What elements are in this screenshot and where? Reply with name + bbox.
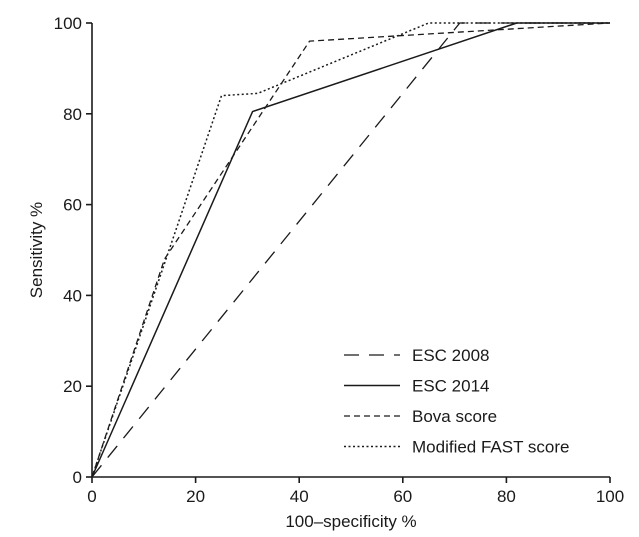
x-tick-label: 100 bbox=[596, 487, 624, 506]
legend: ESC 2008 ESC 2014 Bova score Modified FAST … bbox=[344, 346, 569, 457]
legend-label-esc-2014: ESC 2014 bbox=[412, 377, 490, 396]
y-axis-title: Sensitivity % bbox=[27, 202, 46, 298]
legend-label-esc-2008: ESC 2008 bbox=[412, 346, 490, 365]
x-tick-label: 60 bbox=[393, 487, 412, 506]
axes: 0 20 40 60 80 100 0 20 40 60 80 100 bbox=[54, 14, 625, 506]
x-axis-title: 100–specificity % bbox=[285, 512, 416, 531]
x-tick-label: 80 bbox=[497, 487, 516, 506]
series-line-modified-fast-score bbox=[91, 22, 610, 478]
y-tick-label: 60 bbox=[63, 196, 82, 215]
series-line-esc-2014 bbox=[91, 22, 610, 478]
y-tick-label: 80 bbox=[63, 105, 82, 124]
series-line-bova-score bbox=[91, 22, 611, 478]
legend-label-bova-score: Bova score bbox=[412, 407, 497, 426]
y-tick-label: 20 bbox=[63, 377, 82, 396]
x-tick-label: 40 bbox=[290, 487, 309, 506]
x-tick-label: 20 bbox=[186, 487, 205, 506]
series-lines bbox=[91, 22, 611, 478]
y-tick-label: 40 bbox=[63, 286, 82, 305]
x-tick-label: 0 bbox=[87, 487, 96, 506]
legend-label-modified-fast-score: Modified FAST score bbox=[412, 438, 569, 457]
y-tick-label: 0 bbox=[73, 468, 82, 487]
y-tick-label: 100 bbox=[54, 14, 82, 33]
